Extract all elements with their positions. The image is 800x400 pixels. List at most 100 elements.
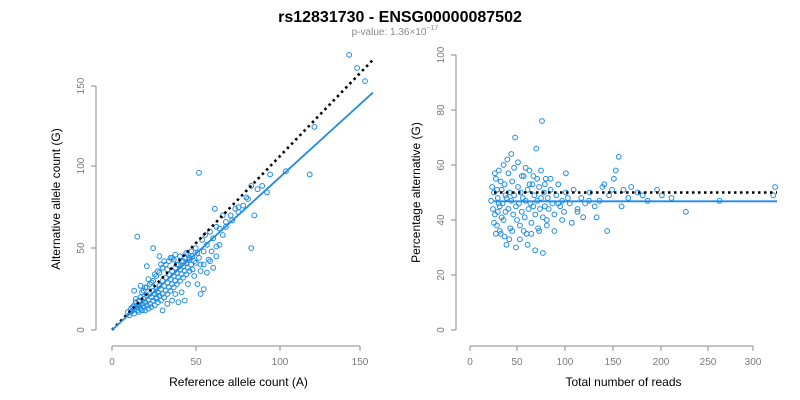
data-point <box>503 241 510 248</box>
data-point <box>145 305 152 312</box>
data-point <box>155 299 161 306</box>
data-point <box>219 212 226 219</box>
data-point <box>505 206 512 212</box>
data-point <box>232 205 239 212</box>
data-point <box>197 291 204 297</box>
data-point <box>213 253 220 260</box>
data-point <box>362 78 368 84</box>
data-point <box>158 261 164 268</box>
x-axis-label: Total number of reads <box>565 375 681 389</box>
panel-2: 0 50 100 150 200 250 300 0 20 40 60 80 100 Total numb… <box>409 46 778 389</box>
data-point <box>508 151 515 157</box>
data-point <box>561 208 567 215</box>
data-point <box>659 192 665 199</box>
data-point <box>156 253 163 260</box>
data-point <box>151 302 158 309</box>
data-point <box>170 256 177 263</box>
data-point <box>541 181 548 188</box>
data-point <box>311 124 318 130</box>
data-point <box>140 287 147 294</box>
data-point <box>204 269 210 276</box>
data-point <box>181 297 188 304</box>
data-point <box>191 273 198 279</box>
y-tick-label: 40 <box>436 214 447 226</box>
data-point <box>591 203 598 210</box>
data-point <box>494 186 500 193</box>
data-point <box>183 250 190 256</box>
data-point <box>500 162 507 168</box>
data-point <box>189 253 196 260</box>
data-point <box>494 208 501 215</box>
data-point <box>620 186 627 193</box>
data-point <box>199 237 206 243</box>
data-point <box>143 263 150 270</box>
data-point <box>488 197 495 204</box>
data-point <box>306 171 313 178</box>
data-point <box>512 134 518 141</box>
data-point <box>609 186 615 193</box>
data-point <box>259 183 266 189</box>
data-point <box>210 264 217 271</box>
data-point <box>194 250 201 256</box>
data-point <box>563 170 569 177</box>
data-point <box>142 307 149 314</box>
data-point <box>533 145 540 152</box>
data-point <box>526 181 533 188</box>
data-point <box>530 173 537 179</box>
data-point <box>509 178 516 185</box>
data-point <box>578 195 585 201</box>
data-point <box>559 217 565 223</box>
subtitle-prefix: p-value: 1.36 <box>352 27 410 38</box>
data-point <box>185 281 191 288</box>
y-axis-label: Percentage alternative (G) <box>409 122 423 263</box>
data-point <box>150 297 157 304</box>
x-axis: 0 50 100 150 <box>109 345 369 368</box>
data-point <box>205 256 212 263</box>
data-point <box>235 204 242 211</box>
data-point <box>134 233 141 240</box>
data-point <box>536 184 542 190</box>
data-point <box>538 167 544 174</box>
data-point <box>528 219 535 226</box>
data-point <box>492 211 498 218</box>
data-point <box>515 159 521 166</box>
reference-dotted-line <box>111 58 374 331</box>
data-point <box>518 208 525 215</box>
data-point <box>580 214 587 221</box>
data-point <box>501 181 508 188</box>
data-point <box>524 241 531 248</box>
data-point <box>535 225 541 232</box>
x-axis: 0 50 100 150 200 250 300 <box>467 345 762 368</box>
data-point <box>509 228 516 234</box>
data-point <box>202 232 209 238</box>
data-point <box>521 214 528 221</box>
data-point <box>147 281 153 288</box>
data-point <box>164 300 171 307</box>
data-point <box>243 194 250 201</box>
data-point <box>625 195 632 201</box>
data-point <box>532 247 539 254</box>
x-tick-label: 100 <box>557 357 574 368</box>
data-point <box>158 297 164 304</box>
data-point <box>207 258 213 265</box>
data-point <box>523 230 530 237</box>
data-point <box>240 202 247 209</box>
data-point <box>183 271 190 278</box>
data-point <box>223 219 229 225</box>
data-point <box>254 186 261 193</box>
data-point <box>180 258 187 265</box>
y-axis: 0 50 100 150 <box>76 77 97 333</box>
data-point <box>211 205 218 212</box>
data-point <box>248 245 255 252</box>
x-tick-label: 150 <box>605 357 622 368</box>
data-point <box>525 206 532 212</box>
data-point <box>200 286 207 293</box>
data-point <box>522 164 529 171</box>
data-point <box>513 244 519 251</box>
data-point <box>137 282 144 289</box>
data-point <box>574 206 581 212</box>
data-point <box>599 184 606 190</box>
data-point <box>526 167 533 174</box>
data-point <box>197 268 204 275</box>
data-point <box>194 281 201 288</box>
